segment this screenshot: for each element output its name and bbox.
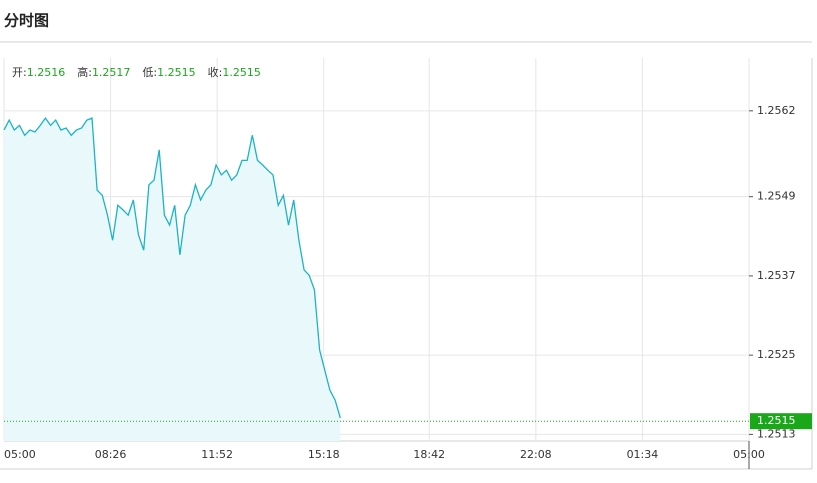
y-tick-label: 1.2562 xyxy=(757,104,796,117)
price-line xyxy=(3,116,341,419)
y-tick-label: 1.2525 xyxy=(757,348,796,361)
stat-label: 收: xyxy=(208,65,223,79)
y-tick-label: 1.2537 xyxy=(757,269,796,282)
stat-value: 1.2517 xyxy=(92,66,131,79)
x-tick-label: 01:34 xyxy=(627,448,659,461)
y-tick-label: 1.2549 xyxy=(757,190,796,203)
stat-value: 1.2516 xyxy=(27,66,66,79)
y-tick-label: 1.2513 xyxy=(757,427,796,440)
stat-label: 开: xyxy=(12,66,27,79)
last-price-label: 1.2515 xyxy=(757,414,796,427)
x-tick-label: 05:00 xyxy=(4,448,36,461)
x-tick-label: 15:18 xyxy=(308,448,340,461)
page-title: 分时图 xyxy=(4,12,49,30)
last-price-box xyxy=(750,413,812,430)
area xyxy=(4,118,341,441)
stat-value: 1.2515 xyxy=(222,66,261,79)
x-tick-label: 18:42 xyxy=(413,448,445,461)
x-tick-label: 11:52 xyxy=(201,448,233,461)
x-tick-label: 08:26 xyxy=(95,448,127,461)
x-tick-label: 22:08 xyxy=(520,448,552,461)
x-tick-label: 05:00 xyxy=(733,448,765,461)
stat-value: 1.2515 xyxy=(157,66,196,79)
stat-label: 高: xyxy=(77,65,92,79)
stat-label: 低: xyxy=(142,66,157,79)
